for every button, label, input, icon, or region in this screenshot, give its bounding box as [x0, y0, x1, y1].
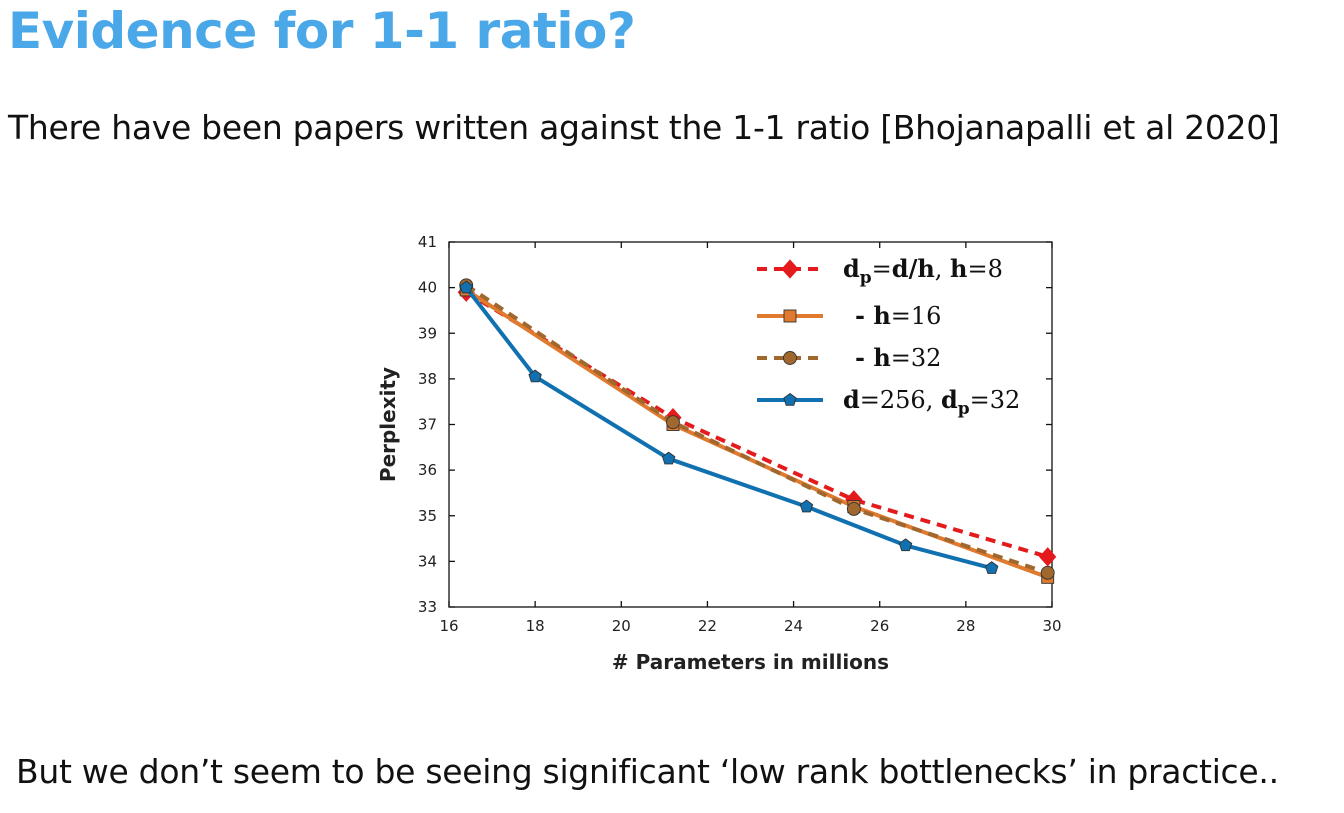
x-axis-label: # Parameters in millions: [612, 650, 889, 674]
y-tick-label: 41: [418, 233, 437, 251]
x-tick-label: 22: [698, 617, 717, 635]
y-axis-label: Perplexity: [376, 367, 400, 482]
series-diamond: [457, 282, 1057, 567]
data-point: [781, 259, 799, 279]
series-circle: [459, 278, 1055, 580]
series-line: [465, 288, 1049, 580]
slide-subtitle: There have been papers written against t…: [8, 108, 1280, 147]
y-tick-label: 40: [418, 279, 437, 297]
legend-label: dp=d/h, h=8: [843, 254, 1003, 288]
legend-label: d=256, dp=32: [843, 385, 1020, 419]
series-layer: [457, 278, 1057, 584]
data-point: [984, 561, 999, 574]
data-point: [1040, 565, 1055, 580]
y-tick-label: 38: [418, 370, 437, 388]
y-tick-label: 34: [418, 552, 437, 570]
y-tick-label: 33: [418, 598, 437, 616]
data-point: [799, 499, 814, 513]
series-pentagon: [459, 280, 999, 574]
x-tick-label: 28: [956, 617, 975, 635]
series-line: [464, 286, 993, 571]
legend-label: - h=32: [855, 343, 941, 372]
data-point: [783, 309, 797, 323]
x-tick-label: 30: [1042, 617, 1061, 635]
slide-title: Evidence for 1-1 ratio?: [8, 2, 636, 60]
series-square: [459, 283, 1055, 584]
data-point: [783, 392, 797, 406]
legend: dp=d/h, h=8 - h=16 - h=32 d=256, dp=32: [757, 254, 1020, 419]
x-tick-label: 20: [612, 617, 631, 635]
x-tick-label: 18: [526, 617, 545, 635]
y-tick-label: 39: [418, 324, 437, 342]
data-point: [666, 415, 680, 430]
legend-label: - h=16: [855, 301, 941, 330]
data-point: [898, 538, 913, 552]
x-tick-label: 16: [439, 617, 458, 635]
x-tick-label: 24: [784, 617, 803, 635]
data-point: [783, 351, 797, 365]
series-line: [465, 290, 1049, 559]
plot-frame: [448, 241, 1053, 608]
axis-ticks: 16 18 20 22 24 26 28 30 33 34 35 36 37 38 39 40 41: [418, 233, 1062, 635]
data-point: [459, 280, 473, 294]
y-tick-label: 35: [418, 507, 437, 525]
x-tick-label: 26: [870, 617, 889, 635]
data-point: [846, 501, 861, 516]
slide-footer: But we don’t seem to be seeing significa…: [16, 752, 1279, 791]
y-tick-label: 36: [418, 461, 437, 479]
data-point: [1039, 547, 1057, 567]
y-tick-label: 37: [418, 416, 437, 434]
series-line: [465, 283, 1049, 575]
data-point: [528, 369, 542, 383]
data-point: [661, 451, 676, 465]
